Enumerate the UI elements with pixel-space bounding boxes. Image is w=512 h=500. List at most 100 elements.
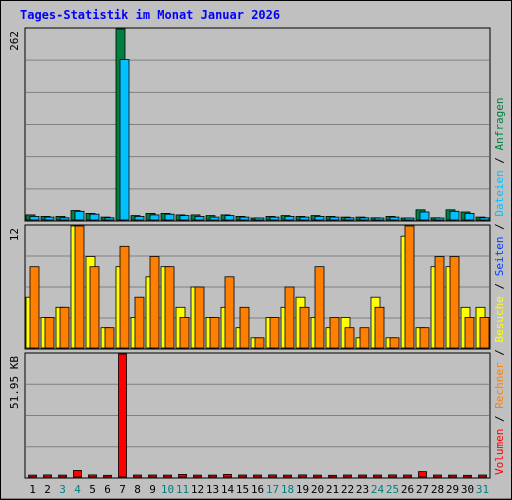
bar-rechner-day-21 <box>329 317 340 349</box>
legend-item-anfragen: Anfragen <box>493 97 506 150</box>
bar-rechner-day-18 <box>284 286 295 349</box>
bar-volumen-day-15 <box>238 474 247 478</box>
x-tick-label: 25 <box>386 483 399 496</box>
bar-volumen-day-10 <box>163 474 172 478</box>
x-tick-label: 24 <box>371 483 385 496</box>
bar-volumen-day-21 <box>328 474 337 478</box>
legend-item-rechner: Rechner <box>493 362 506 409</box>
bar-dateien-day-8 <box>134 215 145 221</box>
bar-dateien-day-12 <box>194 215 205 221</box>
bar-dateien-day-15 <box>239 216 250 221</box>
legend-separator: / <box>493 217 506 237</box>
bar-rechner-day-26 <box>404 225 415 349</box>
bar-dateien-day-4 <box>74 210 85 221</box>
bar-volumen-day-24 <box>373 474 382 478</box>
bar-rechner-day-24 <box>374 306 385 349</box>
legend-separator: / <box>493 276 506 296</box>
legend-text: Volumen / Rechner / Besuche / Seiten / D… <box>493 97 506 475</box>
bar-rechner-day-11 <box>179 317 190 349</box>
x-tick-label: 20 <box>311 483 324 496</box>
bar-volumen-day-8 <box>133 474 142 478</box>
x-tick-label: 26 <box>401 483 414 496</box>
chart-title: Tages-Statistik im Monat Januar 2026 <box>20 8 280 22</box>
panel-volume: 51.95 KB <box>8 352 491 479</box>
x-tick-label: 13 <box>206 483 219 496</box>
bar-dateien-day-16 <box>254 217 265 221</box>
bar-rechner-day-12 <box>194 286 205 349</box>
x-tick-label: 18 <box>281 483 294 496</box>
bar-rechner-day-16 <box>254 337 265 349</box>
bar-dateien-day-26 <box>404 217 415 221</box>
bar-volumen-day-22 <box>343 474 352 478</box>
x-tick-label: 16 <box>251 483 264 496</box>
bar-rechner-day-19 <box>299 306 310 349</box>
bar-volumen-day-7 <box>118 353 127 478</box>
bar-volumen-day-25 <box>388 474 397 478</box>
legend-separator: / <box>493 409 506 429</box>
bar-volumen-day-18 <box>283 474 292 478</box>
bar-dateien-day-23 <box>359 217 370 221</box>
bar-dateien-day-29 <box>449 210 460 221</box>
bar-dateien-day-25 <box>389 216 400 221</box>
bar-dateien-day-13 <box>209 216 220 221</box>
x-tick-label: 6 <box>104 483 111 496</box>
bar-rechner-day-27 <box>419 327 430 349</box>
panel-max-label: 51.95 KB <box>8 356 21 409</box>
bar-dateien-day-21 <box>329 216 340 221</box>
bar-dateien-day-9 <box>149 214 160 221</box>
bar-dateien-day-24 <box>374 217 385 221</box>
panel-max-label: 262 <box>8 31 21 51</box>
x-tick-label: 11 <box>176 483 189 496</box>
bar-volumen-day-19 <box>298 474 307 478</box>
bar-volumen-day-12 <box>193 474 202 478</box>
bar-rechner-day-15 <box>239 306 250 349</box>
bar-rechner-day-31 <box>479 317 490 349</box>
bar-dateien-day-28 <box>434 217 445 221</box>
bar-volumen-day-9 <box>148 474 157 478</box>
bar-rechner-day-28 <box>434 256 445 349</box>
bar-rechner-day-2 <box>44 317 55 349</box>
bar-rechner-day-22 <box>344 327 355 349</box>
x-tick-label: 4 <box>74 483 81 496</box>
bar-rechner-day-10 <box>164 266 175 349</box>
bar-rechner-day-4 <box>74 225 85 349</box>
bar-volumen-day-23 <box>358 474 367 478</box>
bar-dateien-day-10 <box>164 213 175 221</box>
bar-dateien-day-14 <box>224 215 235 221</box>
bar-volumen-day-16 <box>253 474 262 478</box>
bar-dateien-day-31 <box>479 217 490 221</box>
x-tick-label: 10 <box>161 483 174 496</box>
x-tick-label: 27 <box>416 483 429 496</box>
bar-volumen-day-31 <box>478 474 487 478</box>
legend-separator: / <box>493 343 506 363</box>
bar-volumen-day-28 <box>433 474 442 478</box>
legend-item-besuche: Besuche <box>493 296 506 342</box>
panel-max-label: 12 <box>8 228 21 241</box>
bar-volumen-day-27 <box>418 471 427 478</box>
bar-rechner-day-13 <box>209 317 220 349</box>
x-tick-label: 7 <box>119 483 126 496</box>
x-tick-label: 2 <box>44 483 51 496</box>
bar-rechner-day-25 <box>389 337 400 349</box>
bar-volumen-day-30 <box>463 474 472 478</box>
x-tick-label: 22 <box>341 483 354 496</box>
bar-dateien-day-17 <box>269 216 280 221</box>
legend-item-volumen: Volumen <box>493 429 506 475</box>
bar-volumen-day-3 <box>58 474 67 478</box>
bar-rechner-day-6 <box>104 327 115 349</box>
x-tick-label: 19 <box>296 483 309 496</box>
bar-dateien-day-5 <box>89 213 100 221</box>
bar-volumen-day-2 <box>43 474 52 478</box>
bar-rechner-day-29 <box>449 256 460 349</box>
bar-volumen-day-1 <box>28 474 37 478</box>
bar-dateien-day-1 <box>29 215 40 221</box>
x-tick-label: 15 <box>236 483 249 496</box>
x-tick-label: 21 <box>326 483 339 496</box>
bar-volumen-day-6 <box>103 474 112 478</box>
bar-dateien-day-11 <box>179 215 190 221</box>
bar-rechner-day-23 <box>359 327 370 349</box>
bar-rechner-day-8 <box>134 296 145 349</box>
bar-volumen-day-17 <box>268 474 277 478</box>
